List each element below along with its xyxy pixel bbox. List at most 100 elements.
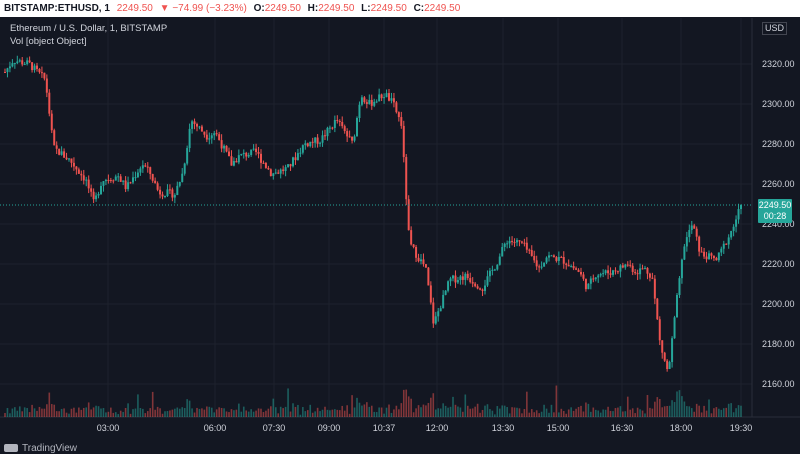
volume-bar — [112, 412, 115, 417]
candle-body — [626, 264, 629, 266]
currency-badge[interactable]: USD — [762, 22, 788, 35]
volume-bar — [151, 391, 154, 417]
volume-bar — [727, 403, 730, 417]
price-axis[interactable]: 2320.00 2300.00 2280.00 2260.00 2240.00 2220.… — [762, 59, 795, 389]
tradingview-logo-icon — [4, 444, 18, 453]
candle-body — [636, 273, 639, 275]
volume-bar — [471, 408, 474, 417]
volume-bar — [18, 406, 21, 417]
volume-bar — [80, 409, 83, 417]
volume-bar — [38, 406, 41, 417]
candle-body — [434, 316, 437, 324]
volume-bar — [50, 404, 53, 417]
volume-bar — [102, 408, 105, 417]
volume-bar — [341, 405, 344, 417]
volume-bar — [299, 414, 302, 417]
volume-bar — [422, 404, 425, 417]
volume-bar — [68, 413, 70, 417]
candle-body — [363, 97, 366, 103]
candle-body — [703, 251, 706, 257]
candle-body — [629, 264, 632, 266]
volume-bar — [4, 413, 6, 417]
candle-body — [191, 121, 194, 129]
candle-body — [45, 78, 48, 93]
candle-body — [651, 277, 654, 279]
time-tick-label: 18:00 — [670, 423, 693, 433]
volume-bar — [407, 396, 410, 417]
volume-bar — [110, 407, 112, 417]
volume-bar — [247, 411, 250, 417]
candle-body — [410, 230, 413, 245]
volume-bar — [380, 407, 383, 417]
candle-body — [316, 137, 319, 144]
volume-bar — [242, 406, 245, 417]
volume-bar — [306, 410, 309, 417]
candle-body — [95, 195, 98, 200]
volume-bar — [183, 408, 186, 417]
volume-bar — [703, 405, 705, 417]
candle-body — [13, 63, 16, 65]
candle-body — [700, 251, 703, 253]
tradingview-logo: TradingView — [4, 443, 77, 454]
time-tick-label: 03:00 — [97, 423, 120, 433]
candle-body — [299, 152, 302, 154]
candle-body — [351, 136, 354, 141]
volume-bar — [668, 405, 671, 417]
high-value: 2249.50 — [318, 3, 355, 14]
candle-body — [405, 157, 408, 200]
volume-bar — [550, 404, 553, 417]
price-tick-label: 2320.00 — [762, 59, 795, 69]
candle-body — [107, 179, 110, 181]
candle-body — [264, 162, 267, 168]
time-tick-label: 13:30 — [492, 423, 515, 433]
volume-bar — [496, 406, 499, 417]
candle-body — [296, 153, 299, 161]
candle-body — [400, 117, 403, 126]
volume-bar — [526, 391, 528, 417]
volume-bar — [437, 408, 440, 417]
volume-bar — [713, 408, 715, 417]
volume-bar — [469, 408, 472, 417]
volume-bar — [644, 413, 646, 417]
candle-body — [619, 265, 622, 272]
volume-bar — [533, 412, 536, 417]
candle-body — [360, 97, 363, 105]
candle-body — [218, 134, 221, 141]
volume-bar — [78, 407, 80, 417]
volume-bar — [11, 408, 14, 417]
candle-body — [28, 60, 31, 63]
candle-body — [114, 176, 117, 181]
volume-bar — [676, 391, 678, 417]
candle-body — [274, 172, 277, 174]
open-label: O: — [253, 3, 265, 14]
candle-body — [540, 266, 543, 268]
volume-bar — [740, 405, 742, 417]
candle-body — [501, 246, 504, 257]
price-tick-label: 2280.00 — [762, 139, 795, 149]
volume-bar — [144, 413, 147, 417]
candle-body — [607, 270, 610, 274]
volume-bar — [302, 407, 304, 417]
candle-body — [621, 265, 624, 268]
symbol-name[interactable]: BITSTAMP:ETHUSD, 1 — [4, 3, 110, 14]
candle-body — [444, 290, 447, 295]
candle-body — [257, 152, 260, 154]
time-tick-label: 19:30 — [730, 423, 753, 433]
volume-bar — [213, 412, 216, 417]
time-axis[interactable]: 03:00 06:00 07:30 09:00 10:37 12:00 13:30 15:00… — [97, 423, 753, 433]
volume-bar — [55, 411, 58, 417]
candle-body — [429, 285, 432, 303]
candle-body — [132, 177, 134, 183]
candle-body — [550, 255, 553, 257]
candle-body — [210, 135, 213, 139]
candle-body — [437, 311, 440, 317]
volume-bar — [545, 408, 548, 417]
volume-bar — [43, 408, 46, 417]
volume-bar — [681, 396, 683, 417]
candle-body — [82, 175, 85, 181]
candle-body — [715, 258, 718, 261]
price-tick-label: 2300.00 — [762, 99, 795, 109]
volume-bar — [161, 413, 164, 417]
volume-bar — [434, 409, 437, 417]
